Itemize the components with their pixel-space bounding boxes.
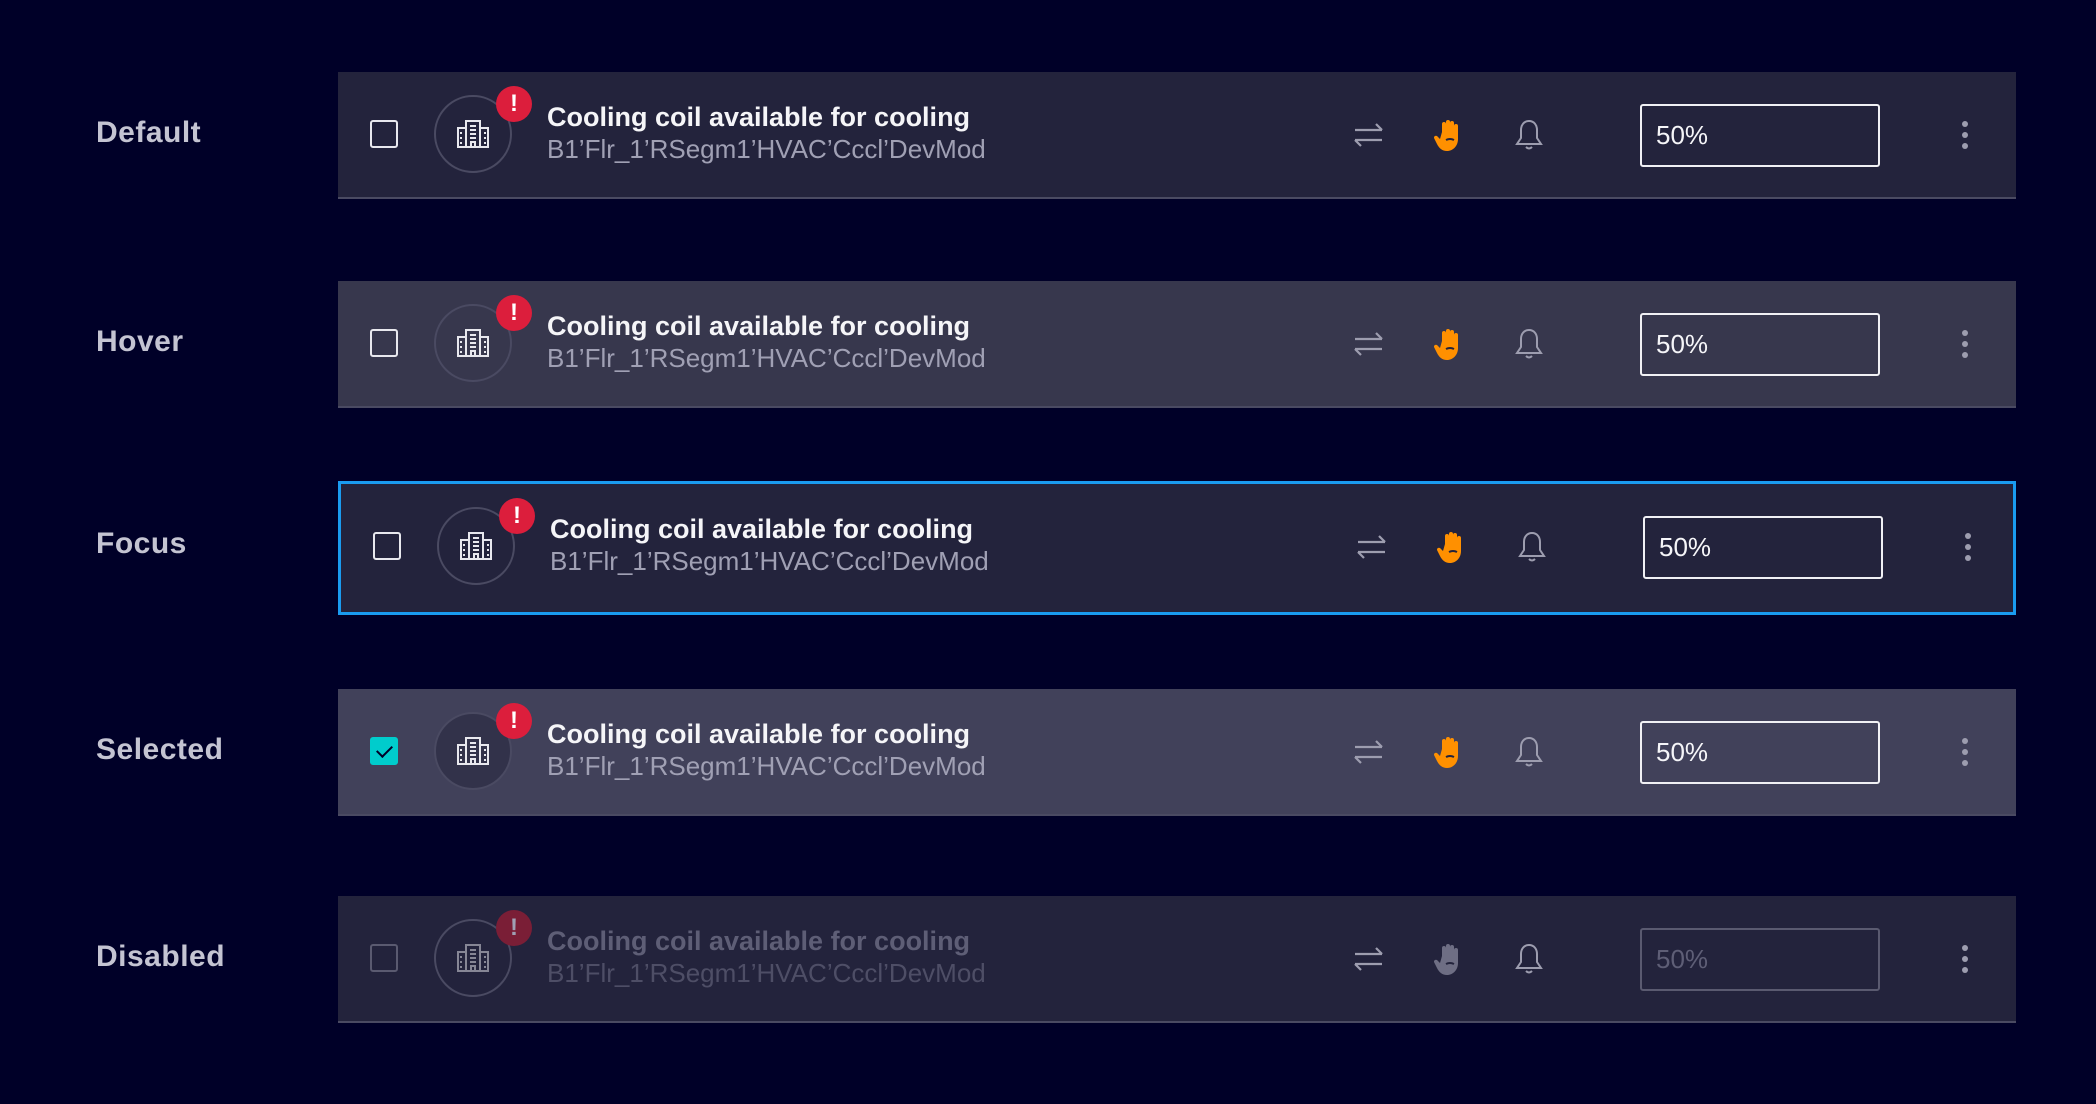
swap-icon[interactable]: [1350, 733, 1388, 771]
row-title: Cooling coil available for cooling: [547, 102, 971, 132]
value-input[interactable]: 50%: [1640, 104, 1880, 167]
building-icon: [434, 919, 512, 997]
row-content: ! Cooling coil available for cooling B1’…: [338, 281, 2016, 406]
row-title: Cooling coil available for cooling: [550, 514, 974, 544]
bell-icon[interactable]: [1513, 528, 1551, 566]
row-content: ! Cooling coil available for cooling B1’…: [338, 896, 2016, 1021]
row-subtitle: B1’Flr_1’RSegm1’HVAC’Cccl’DevMod: [550, 546, 989, 576]
alarm-badge-icon: !: [496, 295, 532, 331]
row-subtitle: B1’Flr_1’RSegm1’HVAC’Cccl’DevMod: [547, 134, 986, 164]
more-vertical-icon[interactable]: [1950, 325, 1980, 363]
row-checkbox[interactable]: [370, 329, 398, 357]
alarm-badge-icon: !: [499, 498, 535, 534]
list-row-disabled: ! Cooling coil available for cooling B1’…: [338, 896, 2016, 1023]
bell-icon[interactable]: [1510, 116, 1548, 154]
swap-icon[interactable]: [1353, 528, 1391, 566]
building-icon: [434, 304, 512, 382]
alarm-badge-icon: !: [496, 703, 532, 739]
hand-icon[interactable]: [1430, 116, 1468, 154]
more-vertical-icon[interactable]: [1950, 733, 1980, 771]
more-vertical-icon[interactable]: [1953, 528, 1983, 566]
value-input[interactable]: 50%: [1643, 516, 1883, 579]
row-checkbox[interactable]: [370, 737, 398, 765]
state-label: Disabled: [96, 940, 226, 973]
row-content: ! Cooling coil available for cooling B1’…: [338, 72, 2016, 197]
bell-icon[interactable]: [1510, 733, 1548, 771]
row-title: Cooling coil available for cooling: [547, 926, 971, 956]
more-vertical-icon[interactable]: [1950, 116, 1980, 154]
list-row-selected[interactable]: ! Cooling coil available for cooling B1’…: [338, 689, 2016, 816]
row-title: Cooling coil available for cooling: [547, 311, 971, 341]
list-row-hover[interactable]: ! Cooling coil available for cooling B1’…: [338, 281, 2016, 408]
state-label: Focus: [96, 527, 187, 560]
value-input[interactable]: 50%: [1640, 313, 1880, 376]
row-checkbox[interactable]: [373, 532, 401, 560]
row-subtitle: B1’Flr_1’RSegm1’HVAC’Cccl’DevMod: [547, 751, 986, 781]
state-label: Selected: [96, 733, 224, 766]
more-vertical-icon: [1950, 940, 1980, 978]
building-icon: [434, 95, 512, 173]
row-content: ! Cooling coil available for cooling B1’…: [338, 689, 2016, 814]
row-checkbox[interactable]: [370, 120, 398, 148]
swap-icon: [1350, 940, 1388, 978]
value-input: 50%: [1640, 928, 1880, 991]
row-content: ! Cooling coil available for cooling B1’…: [341, 484, 2013, 609]
row-subtitle: B1’Flr_1’RSegm1’HVAC’Cccl’DevMod: [547, 343, 986, 373]
bell-icon: [1510, 940, 1548, 978]
building-icon: [437, 507, 515, 585]
state-label: Hover: [96, 325, 184, 358]
alarm-badge-icon: !: [496, 910, 532, 946]
hand-icon[interactable]: [1430, 733, 1468, 771]
hand-icon[interactable]: [1433, 528, 1471, 566]
list-row-focus[interactable]: ! Cooling coil available for cooling B1’…: [338, 481, 2016, 615]
row-title: Cooling coil available for cooling: [547, 719, 971, 749]
hand-icon[interactable]: [1430, 325, 1468, 363]
state-label: Default: [96, 116, 202, 149]
row-checkbox: [370, 944, 398, 972]
bell-icon[interactable]: [1510, 325, 1548, 363]
swap-icon[interactable]: [1350, 116, 1388, 154]
swap-icon[interactable]: [1350, 325, 1388, 363]
hand-icon: [1430, 940, 1468, 978]
list-row-default[interactable]: ! Cooling coil available for cooling B1’…: [338, 72, 2016, 199]
alarm-badge-icon: !: [496, 86, 532, 122]
row-subtitle: B1’Flr_1’RSegm1’HVAC’Cccl’DevMod: [547, 958, 986, 988]
value-input[interactable]: 50%: [1640, 721, 1880, 784]
